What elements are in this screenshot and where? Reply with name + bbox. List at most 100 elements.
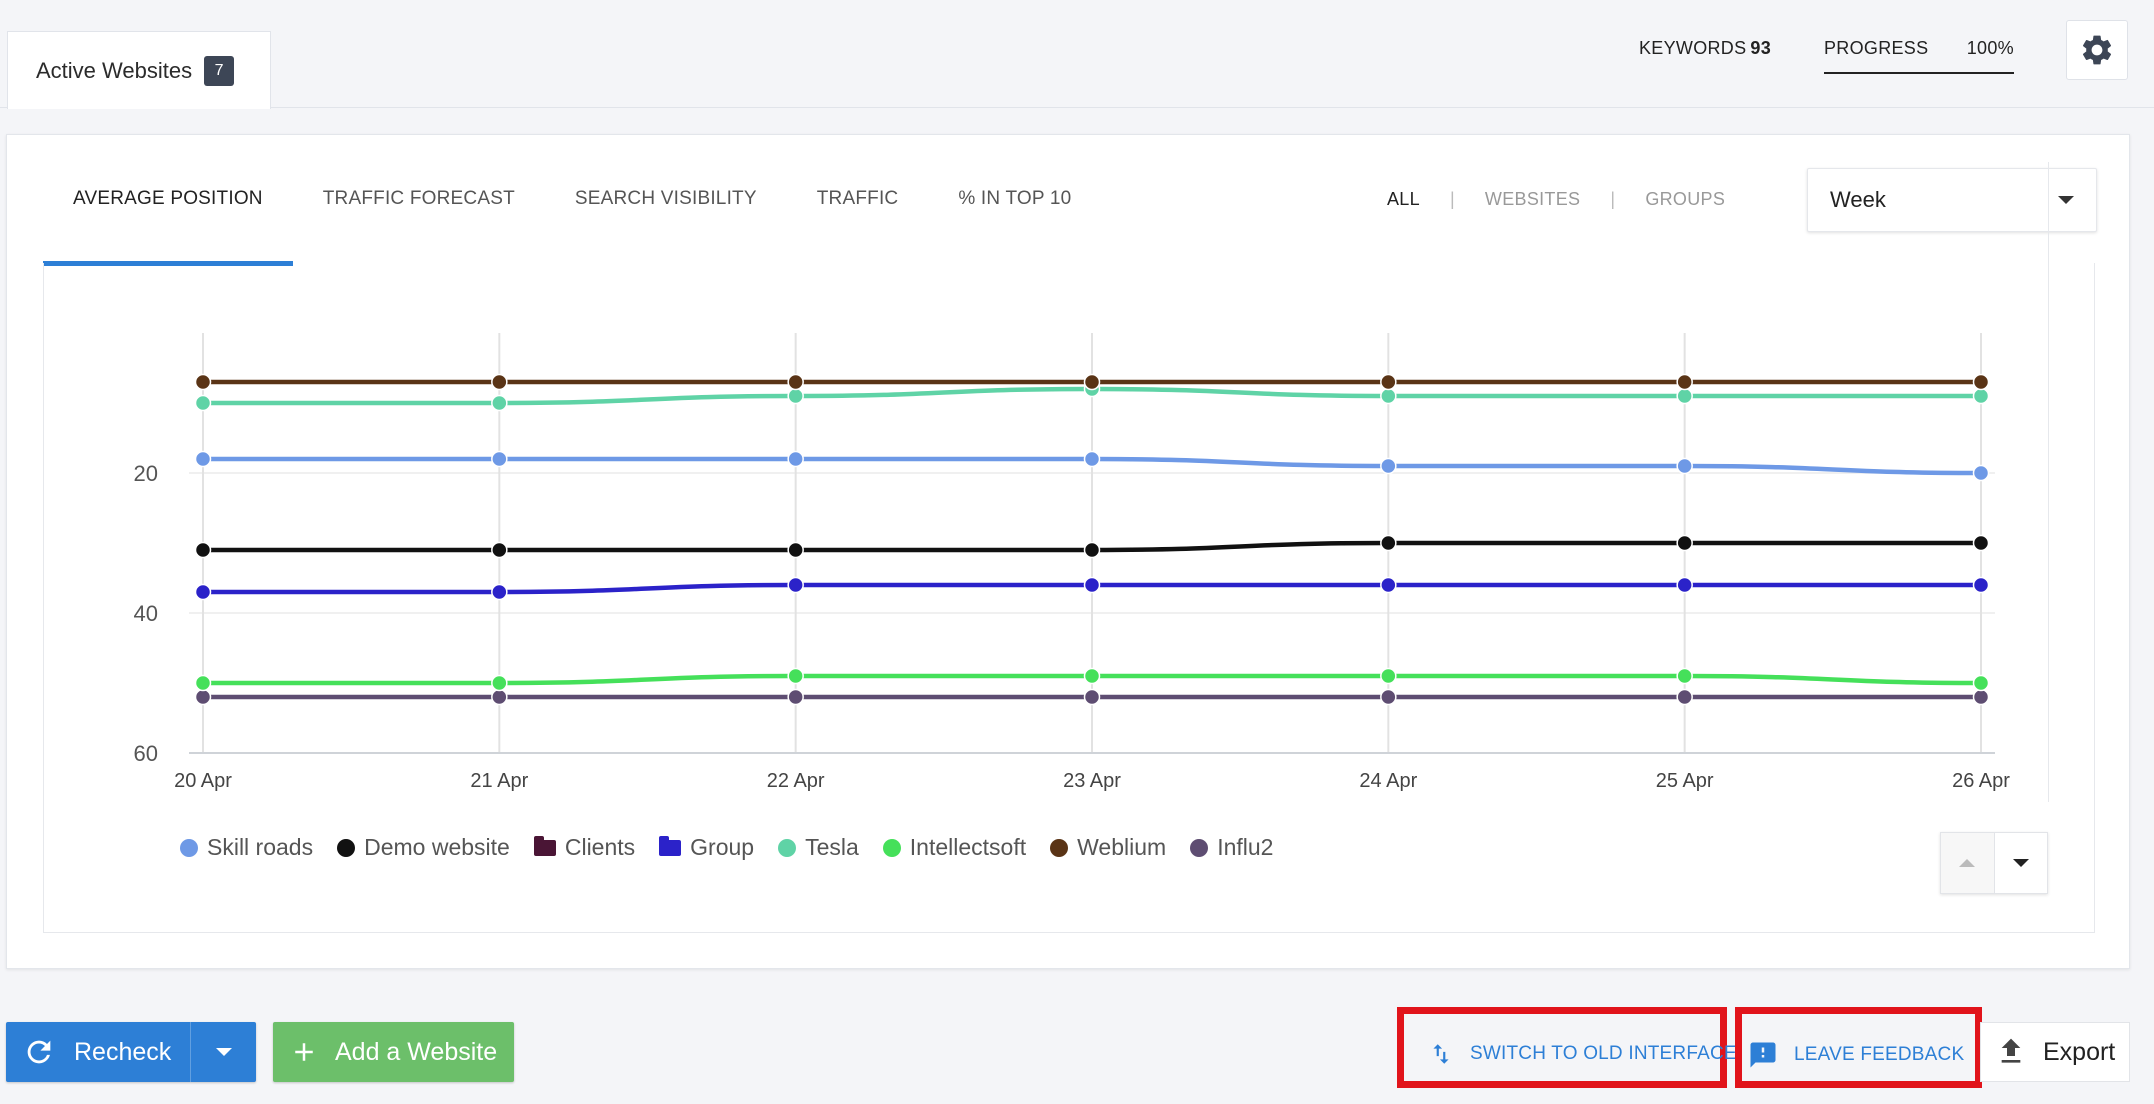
filter-all[interactable]: ALL (1387, 188, 1420, 209)
filter-divider: | (1449, 188, 1455, 209)
tab-traffic-forecast[interactable]: TRAFFIC FORECAST (322, 188, 515, 209)
data-point (1972, 373, 1990, 391)
refresh-icon (27, 1040, 51, 1064)
plus-icon (295, 1043, 313, 1061)
legend-item[interactable]: Demo website (337, 834, 510, 861)
legend-dot-icon (180, 838, 198, 857)
leave-feedback-button[interactable]: LEAVE FEEDBACK (1748, 1040, 1964, 1070)
top-bar: Active Websites 7 KEYWORDS 93 PROGRESS 10… (0, 0, 2154, 109)
data-point (787, 667, 804, 685)
data-point (1676, 457, 1693, 475)
legend-pager (1940, 832, 2048, 894)
progress-stat: PROGRESS 100% (1824, 38, 2014, 74)
tab-average-position[interactable]: AVERAGE POSITION (43, 135, 293, 266)
export-button[interactable]: Export (1980, 1022, 2130, 1082)
data-point (491, 674, 508, 692)
legend-item[interactable]: Influ2 (1190, 834, 1273, 861)
data-point (194, 674, 212, 692)
progress-label: PROGRESS (1824, 38, 1929, 58)
legend-label: Clients (564, 834, 636, 860)
data-point (1972, 674, 1990, 692)
keywords-label: KEYWORDS (1639, 38, 1747, 58)
data-point (787, 576, 804, 594)
tab-search-visibility[interactable]: SEARCH VISIBILITY (574, 188, 757, 209)
data-point (1083, 541, 1101, 559)
legend-item[interactable]: Weblium (1050, 834, 1166, 861)
export-label: Export (2043, 1037, 2116, 1066)
scope-filter: ALL | WEBSITES | GROUPS (1387, 135, 1725, 263)
data-point (1972, 688, 1990, 706)
add-website-button[interactable]: Add a Website (273, 1022, 514, 1082)
legend-label: Tesla (805, 834, 859, 860)
recheck-label: Recheck (74, 1037, 172, 1066)
recheck-button[interactable]: Recheck (6, 1022, 190, 1082)
arrow-up-icon (1959, 859, 1976, 867)
data-point (491, 541, 508, 559)
data-point (1380, 576, 1397, 594)
data-point (1972, 534, 1990, 552)
data-point (787, 541, 804, 559)
x-tick-label: 25 Apr (1656, 770, 1714, 792)
filter-divider: | (1610, 188, 1616, 209)
data-point (1972, 576, 1990, 594)
data-point (787, 688, 804, 706)
data-point (491, 450, 508, 468)
legend-item[interactable]: Tesla (778, 834, 859, 861)
highlight-box (1397, 1007, 1727, 1088)
gear-icon (2082, 35, 2112, 65)
folder-icon (659, 835, 682, 856)
legend-item[interactable]: Intellectsoft (882, 834, 1027, 861)
data-point (1972, 464, 1990, 482)
legend-item[interactable]: Group (659, 834, 754, 861)
upload-icon (2001, 1038, 2021, 1063)
data-point (1380, 457, 1397, 475)
legend-dot-icon (882, 838, 901, 857)
highlight-box (1735, 1007, 1982, 1088)
x-tick-label: 21 Apr (470, 770, 528, 792)
legend-dot-icon (337, 838, 356, 857)
data-point (1380, 688, 1397, 706)
recheck-button-group: Recheck (6, 1022, 256, 1082)
chevron-down-icon (215, 1048, 232, 1056)
swap-vertical-icon (1433, 1044, 1449, 1064)
data-point (491, 373, 508, 391)
data-point (1676, 373, 1693, 391)
tab-traffic[interactable]: TRAFFIC (816, 188, 899, 209)
legend-dot-icon (1050, 838, 1069, 857)
switch-interface-button[interactable]: SWITCH TO OLD INTERFACE (1428, 1040, 1737, 1068)
legend-page-up-button[interactable] (1941, 833, 1995, 893)
legend-item[interactable]: Clients (533, 834, 636, 861)
legend-label: Intellectsoft (909, 834, 1027, 860)
data-point (491, 394, 508, 412)
filter-websites[interactable]: WEBSITES (1484, 188, 1581, 209)
tab-active-websites[interactable]: Active Websites 7 (7, 31, 271, 109)
data-point (194, 373, 212, 391)
legend-item[interactable]: Skill roads (180, 834, 313, 861)
x-tick-label: 26 Apr (1952, 770, 2010, 792)
legend-label: Weblium (1077, 834, 1167, 860)
keywords-stat: KEYWORDS 93 (1639, 38, 1771, 59)
recheck-dropdown-button[interactable] (190, 1022, 256, 1082)
data-point (194, 541, 212, 559)
feedback-icon (1750, 1042, 1776, 1068)
legend-dot-icon (1190, 838, 1209, 857)
data-point (1380, 373, 1397, 391)
y-tick-label: 20 (134, 461, 158, 486)
folder-icon (533, 835, 556, 856)
data-point (1083, 667, 1101, 685)
data-point (194, 450, 212, 468)
y-tick-label: 60 (134, 741, 158, 766)
data-point (1676, 667, 1693, 685)
settings-button[interactable] (2066, 20, 2128, 80)
legend-page-down-button[interactable] (1995, 833, 2048, 893)
data-point (491, 688, 508, 706)
tab-in-top-10[interactable]: % IN TOP 10 (958, 188, 1072, 209)
data-point (194, 583, 212, 601)
chart-panel (43, 263, 2095, 933)
data-point (1380, 387, 1397, 405)
x-tick-label: 23 Apr (1063, 770, 1121, 792)
data-point (1380, 667, 1397, 685)
filter-groups[interactable]: GROUPS (1645, 188, 1726, 209)
y-tick-label: 40 (134, 601, 158, 626)
